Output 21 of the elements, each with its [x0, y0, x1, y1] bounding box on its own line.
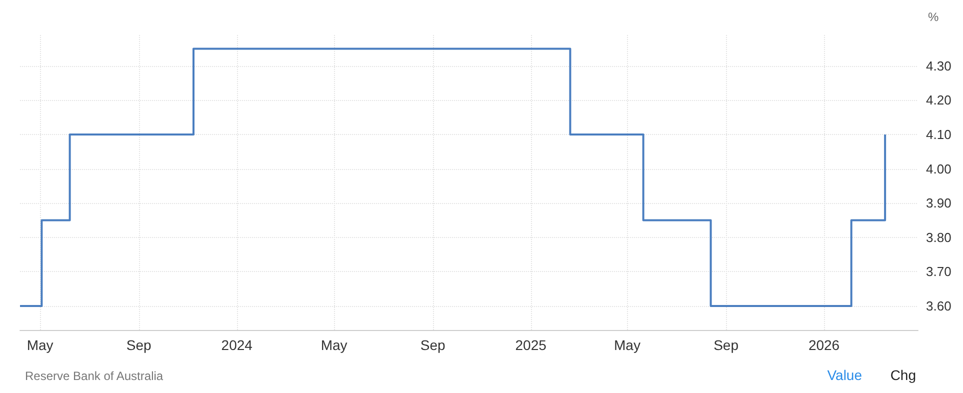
x-tick-label: May [26, 337, 54, 353]
text: Value [827, 367, 862, 383]
x-tick-label: Sep [420, 337, 446, 353]
x-tick-label: Sep [126, 337, 152, 353]
y-tick-label: 4.10 [926, 126, 952, 142]
y-tick-label: 4.20 [926, 92, 952, 108]
y-tick-label: 3.90 [926, 196, 952, 211]
x-tick-label: 2025 [515, 337, 547, 353]
y-tick-label: 3.80 [926, 230, 952, 245]
x-tick-label: Sep [714, 337, 739, 353]
x-tick-label: 2026 [808, 337, 840, 353]
text: Chg [890, 367, 916, 383]
y-tick-label: 4.30 [926, 58, 952, 74]
x-tick-label: 2024 [221, 337, 253, 353]
text: Reserve Bank of Australia [25, 369, 164, 383]
y-tick-label: 3.60 [926, 298, 952, 314]
y-tick-label: 3.70 [926, 264, 952, 280]
x-tick-label: May [320, 337, 348, 353]
x-tick-label: May [614, 337, 640, 353]
y-tick-label: 4.00 [926, 161, 952, 176]
y-axis-title: % [928, 10, 939, 24]
